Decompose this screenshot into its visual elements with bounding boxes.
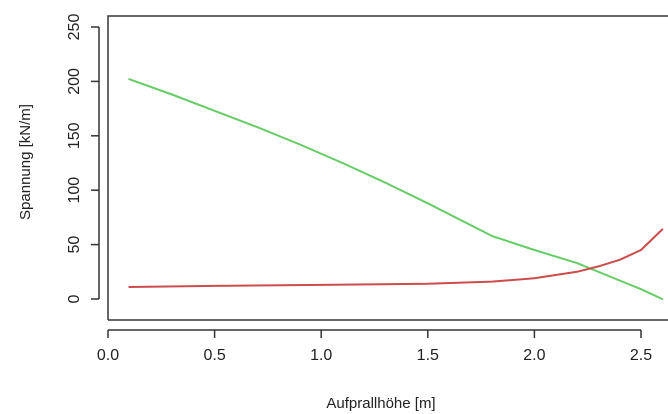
y-tick-label: 150 [66, 122, 83, 149]
plot-frame [107, 15, 668, 321]
y-tick-label: 250 [66, 14, 83, 41]
y-axis-title: Spannung [kN/m] [17, 104, 34, 220]
series-line-1 [128, 78, 664, 300]
x-tick-label: 2.0 [523, 347, 545, 364]
y-tick-label: 50 [66, 236, 83, 254]
y-tick-label: 0 [66, 294, 83, 303]
series-layer [128, 78, 664, 300]
plot-border [107, 15, 668, 320]
series-line-2 [128, 228, 664, 288]
x-tick-label: 0.0 [97, 347, 119, 364]
x-axis-title: Aufprallhöhe [m] [326, 395, 435, 412]
x-axis: 0.0 0.5 1.0 1.5 2.0 2.5 [97, 329, 652, 364]
y-tick-label: 100 [66, 177, 83, 204]
y-axis: 0 50 100 150 200 250 [66, 14, 100, 303]
x-tick-label: 1.0 [310, 347, 332, 364]
x-tick-label: 1.5 [417, 347, 439, 364]
x-tick-label: 0.5 [203, 347, 225, 364]
y-tick-label: 200 [66, 68, 83, 95]
x-tick-label: 2.5 [630, 347, 652, 364]
